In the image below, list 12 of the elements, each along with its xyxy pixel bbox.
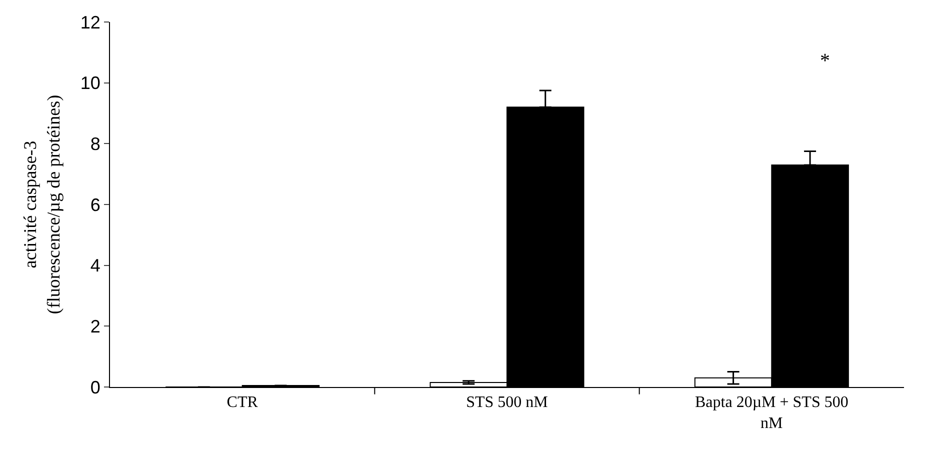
y-tick-label: 10 bbox=[80, 73, 100, 94]
x-tick-label: CTR bbox=[226, 394, 258, 412]
x-tick-label: STS 500 nM bbox=[466, 394, 548, 412]
y-tick-label: 8 bbox=[90, 134, 100, 154]
y-tick-label: 2 bbox=[90, 316, 100, 336]
x-tick-label: Bapta 20µM + STS 500 nM bbox=[694, 394, 848, 432]
y-tick-label: 4 bbox=[90, 256, 100, 276]
annotation: * bbox=[820, 50, 830, 72]
y-tick-label: 6 bbox=[90, 194, 100, 215]
y-tick-label: 0 bbox=[90, 377, 100, 398]
y-tick-label: 12 bbox=[80, 12, 100, 32]
y-axis-title: activité caspase-3 (fluorescence/µg de protéines) bbox=[20, 94, 64, 314]
